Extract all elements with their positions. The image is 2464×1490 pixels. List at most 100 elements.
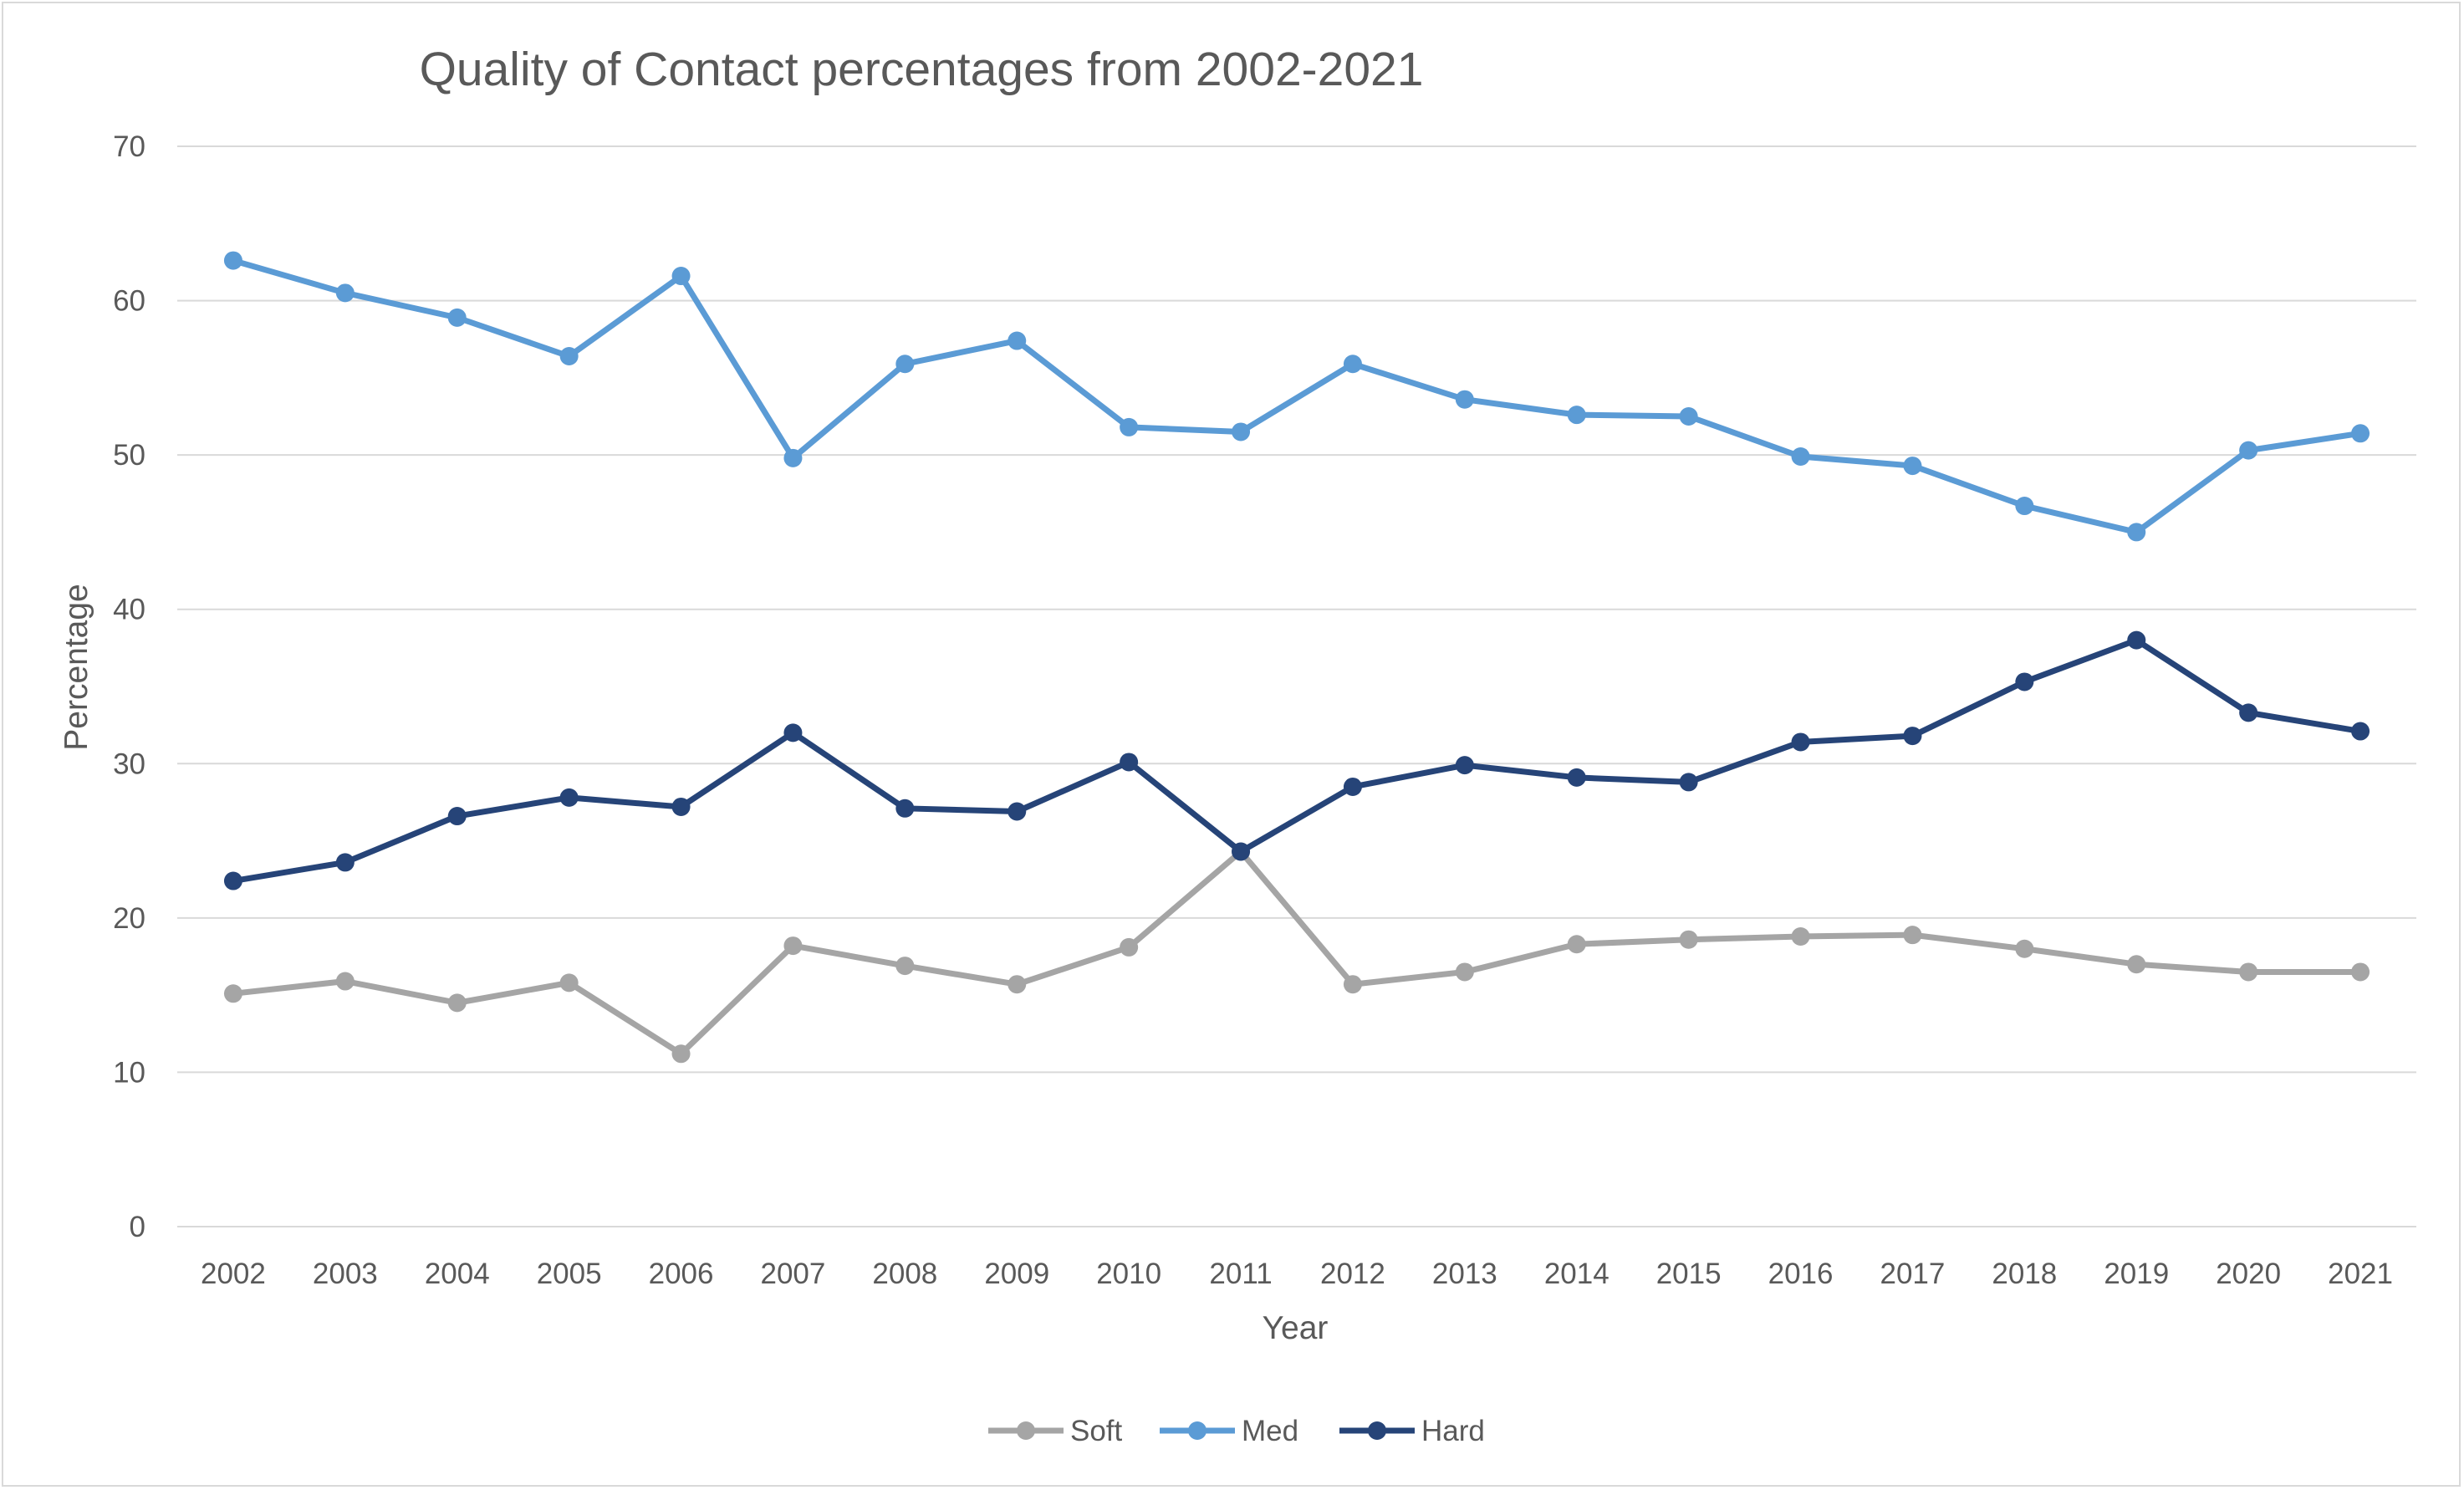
legend-item: Med [1160,1415,1298,1447]
data-point [447,993,467,1013]
data-point [1679,930,1698,949]
legend-label: Med [1242,1415,1298,1447]
x-tick-label: 2002 [201,1258,266,1290]
data-point [1455,390,1474,409]
x-tick-label: 2006 [649,1258,714,1290]
chart-title: Quality of Contact percentages from 2002… [420,43,1424,96]
data-point [1791,732,1810,752]
data-point [2127,523,2146,542]
x-tick-label: 2017 [1880,1258,1946,1290]
data-point [1903,926,1922,945]
y-axis-ticks: 0 10 20 30 40 50 60 70 [113,130,145,1243]
data-point [1232,422,1251,441]
data-point [1120,753,1139,772]
legend-label: Soft [1070,1415,1123,1447]
x-tick-label: 2012 [1320,1258,1385,1290]
data-point [2239,703,2258,722]
data-point [223,871,242,890]
series-med [223,251,2370,542]
data-point [2127,630,2146,650]
y-tick-label: 60 [113,285,145,318]
data-point [1008,331,1027,350]
x-tick-label: 2018 [1992,1258,2057,1290]
series-line [230,637,2364,885]
data-point [2015,939,2034,958]
data-point [335,972,355,991]
data-point [1455,962,1474,982]
data-point [1343,777,1362,796]
data-point [1791,446,1810,466]
data-point [1567,406,1586,425]
x-tick-label: 2016 [1768,1258,1834,1290]
data-point [335,853,355,872]
data-point [2239,962,2258,982]
data-point [671,1044,691,1064]
x-tick-label: 2008 [872,1258,937,1290]
legend-item: Soft [988,1415,1123,1447]
gridlines [177,145,2416,1227]
data-point [1343,355,1362,374]
x-tick-label: 2003 [313,1258,378,1290]
data-point [895,355,915,374]
series-lines [223,251,2370,1064]
data-point [447,308,467,327]
data-point [783,723,803,742]
data-point [2015,672,2034,691]
data-point [1679,773,1698,792]
x-tick-label: 2015 [1656,1258,1722,1290]
y-axis-title: Percentage [59,584,94,750]
y-tick-label: 40 [113,594,145,626]
data-point [223,251,242,270]
data-point [1903,457,1922,476]
data-point [1567,935,1586,954]
x-tick-label: 2005 [537,1258,602,1290]
series-hard [223,630,2370,890]
x-tick-label: 2013 [1432,1258,1497,1290]
data-point [895,799,915,818]
series-line [230,848,2364,1057]
data-point [783,936,803,956]
legend-label: Hard [1421,1415,1485,1447]
y-tick-label: 30 [113,748,145,780]
data-point [335,283,355,303]
data-point [2127,955,2146,974]
legend: Soft Med Hard [988,1415,1485,1447]
data-point [1008,802,1027,821]
data-point [1120,937,1139,957]
y-tick-label: 10 [113,1056,145,1089]
legend-swatch-marker [1368,1421,1386,1440]
data-point [1567,768,1586,787]
legend-item: Hard [1339,1415,1485,1447]
data-point [1455,756,1474,775]
data-point [1679,407,1698,426]
legend-swatch-marker [1188,1421,1206,1440]
series-line [230,258,2364,535]
x-tick-label: 2007 [761,1258,826,1290]
x-tick-label: 2014 [1544,1258,1610,1290]
x-tick-label: 2011 [1209,1258,1272,1290]
y-tick-label: 20 [113,902,145,935]
data-point [447,807,467,826]
data-point [1343,975,1362,994]
data-point [2351,962,2370,982]
x-tick-label: 2021 [2328,1258,2393,1290]
data-point [2351,722,2370,741]
data-point [1232,842,1251,861]
data-point [1903,727,1922,746]
series-soft [223,842,2370,1064]
x-tick-label: 2004 [425,1258,490,1290]
data-point [2239,441,2258,460]
data-point [783,448,803,467]
data-point [671,267,691,286]
x-tick-label: 2019 [2104,1258,2169,1290]
data-point [559,347,579,366]
data-point [559,973,579,992]
data-point [671,797,691,816]
x-tick-label: 2009 [984,1258,1049,1290]
y-tick-label: 0 [130,1211,145,1243]
data-point [2351,424,2370,443]
legend-swatch-marker [1017,1421,1035,1440]
x-axis-ticks: 2002 2003 2004 2005 2006 2007 2008 2009 2010 2011… [201,1258,2393,1290]
data-point [895,957,915,976]
